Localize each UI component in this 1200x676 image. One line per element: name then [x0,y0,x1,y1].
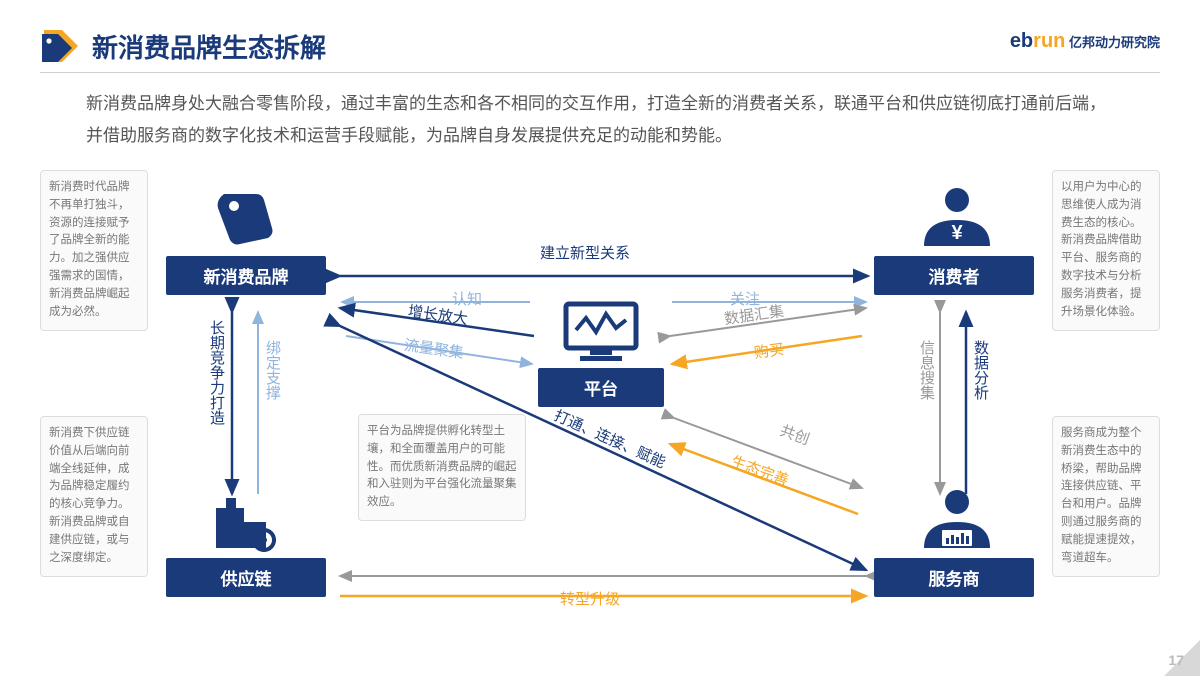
node-supply: 供应链 [166,558,326,597]
lbl-competitive: 长期竞争力打造 [206,320,227,425]
brand-icon [208,188,278,248]
desc-consumer: 以用户为中心的思维使人成为消费生态的核心。新消费品牌借助平台、服务商的数字技术与… [1052,170,1160,331]
lbl-cocreate: 共创 [777,420,812,450]
desc-service: 服务商成为整个新消费生态中的桥梁，帮助品牌连接供应链、平台和用户。品牌则通过服务… [1052,416,1160,577]
desc-platform: 平台为品牌提供孵化转型土壤，和全面覆盖用户的可能性。而优质新消费品牌的崛起和入驻… [358,414,526,521]
desc-brand: 新消费时代品牌不再单打独斗，资源的连接赋予了品牌全新的能力。加之强供应强需求的国… [40,170,148,331]
lbl-infocollect: 信息搜集 [916,340,937,400]
supply-icon [212,494,278,552]
platform-icon [562,300,640,362]
service-icon [912,488,1002,552]
node-service: 服务商 [874,558,1034,597]
page-number: 17 [1168,652,1184,668]
brand-logo: ebrun 亿邦动力研究院 [1010,30,1160,53]
divider [40,72,1160,73]
lbl-eco: 生态完善 [728,450,792,490]
lbl-purchase: 购买 [753,338,786,363]
svg-text:¥: ¥ [951,222,963,244]
tag-icon [40,26,80,66]
lbl-analysis: 数据分析 [970,340,991,400]
lbl-binding: 绑定支撑 [262,340,283,400]
lbl-connect: 打通、连接、赋能 [551,405,669,473]
node-platform: 平台 [538,368,664,407]
lbl-traffic: 流量聚集 [403,334,465,363]
page-title: 新消费品牌生态拆解 [92,28,326,65]
node-brand: 新消费品牌 [166,256,326,295]
ecosystem-diagram: 新消费时代品牌不再单打独斗，资源的连接赋予了品牌全新的能力。加之强供应强需求的国… [40,170,1160,656]
consumer-icon: ¥ [912,186,1002,250]
lbl-relation: 建立新型关系 [540,242,630,263]
lbl-transform: 转型升级 [560,588,620,609]
desc-supply: 新消费下供应链价值从后端向前端全线延伸，成为品牌稳定履约的核心竞争力。新消费品牌… [40,416,148,577]
intro-text: 新消费品牌身处大融合零售阶段，通过丰富的生态和各不相同的交互作用，打造全新的消费… [86,88,1114,153]
node-consumer: 消费者 [874,256,1034,295]
